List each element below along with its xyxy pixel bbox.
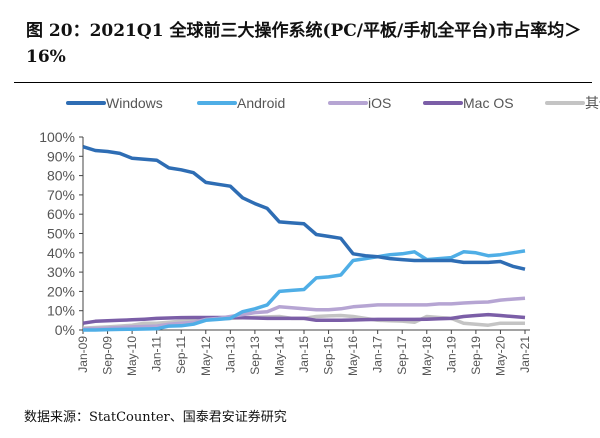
y-tick-label: 70%	[47, 187, 75, 203]
y-tick-label: 100%	[39, 129, 75, 145]
x-tick-label: May-20	[493, 336, 507, 376]
y-tick-label: 0%	[55, 322, 75, 338]
y-tick-label: 50%	[47, 226, 75, 242]
x-tick-label: Jan-15	[297, 336, 311, 373]
series-line-Android	[83, 249, 526, 332]
y-tick-label: 40%	[47, 245, 75, 261]
legend-label: iOS	[368, 95, 391, 111]
x-tick-label: Sep-09	[101, 336, 115, 375]
y-tick-label: 60%	[47, 206, 75, 222]
x-tick-label: Jan-11	[150, 336, 164, 372]
legend-label: 其他	[585, 95, 600, 111]
series-line-iOS	[82, 296, 526, 331]
y-tick-label: 30%	[47, 264, 75, 280]
legend-label: Windows	[106, 95, 163, 111]
x-tick-label: Jan-21	[518, 336, 532, 373]
x-tick-label: Jan-17	[371, 336, 385, 373]
x-tick-label: Sep-15	[322, 336, 336, 375]
series-line-Mac OS	[82, 312, 526, 325]
x-tick-label: Jan-19	[444, 336, 458, 373]
title-divider	[14, 82, 592, 83]
y-tick-label: 90%	[47, 148, 75, 164]
x-tick-label: May-16	[346, 336, 360, 376]
x-tick-label: Sep-19	[469, 336, 483, 375]
y-tick-label: 10%	[47, 303, 75, 319]
x-tick-label: May-12	[199, 336, 213, 376]
x-tick-label: May-14	[272, 336, 286, 376]
chart-title: 图 20：2021Q1 全球前三大操作系统(PC/平板/手机全平台)市占率均＞1…	[26, 21, 582, 67]
x-tick-label: Jan-13	[223, 336, 237, 373]
line-chart: Windows Android iOS Mac OS 其他 0% 10% 20% 30% 40% 5…	[39, 95, 600, 376]
series-line-Windows	[82, 145, 526, 271]
y-tick-label: 80%	[47, 168, 75, 184]
x-tick-label: Jan-09	[76, 336, 90, 373]
legend-label: Mac OS	[463, 95, 514, 111]
source-note: 数据来源：StatCounter、国泰君安证券研究	[24, 410, 287, 425]
x-tick-label: May-10	[125, 336, 139, 376]
x-tick-label: Sep-17	[395, 336, 409, 375]
x-tick-label: Sep-11	[174, 336, 188, 374]
y-tick-label: 20%	[47, 283, 75, 299]
legend-label: Android	[237, 95, 285, 111]
x-tick-label: May-18	[420, 336, 434, 376]
x-tick-label: Sep-13	[248, 336, 262, 375]
